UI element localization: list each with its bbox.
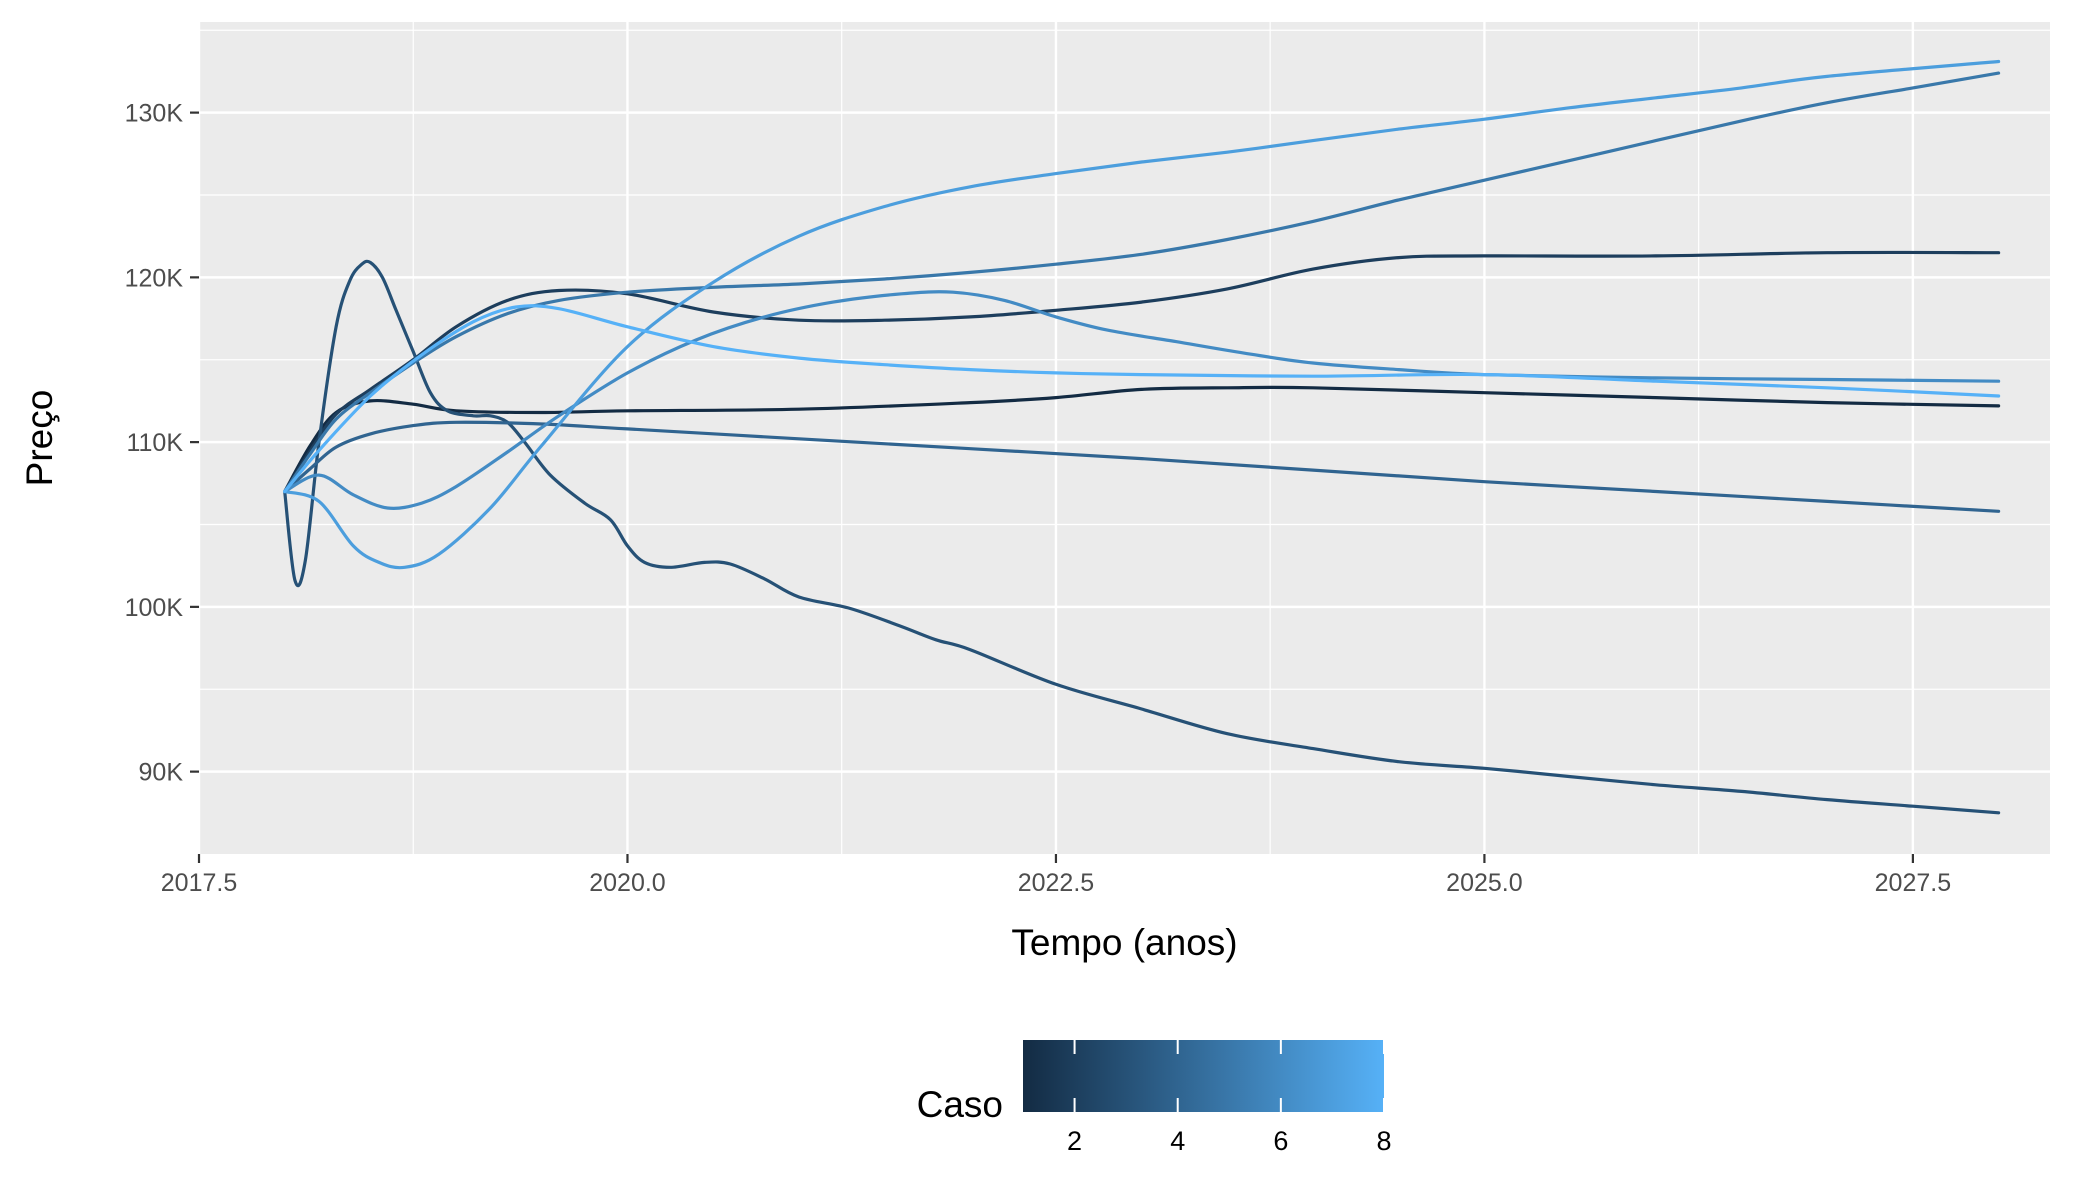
- y-tick-label: 120K: [125, 264, 184, 292]
- series-line-caso-1: [283, 385, 2001, 494]
- y-axis-title: Preço: [19, 390, 60, 487]
- x-tick-label: 2020.0: [589, 869, 665, 897]
- colorbar-label: 4: [1170, 1126, 1185, 1156]
- x-tick-label: 2017.5: [161, 869, 237, 897]
- y-tick-label: 90K: [139, 759, 184, 787]
- major-gridlines: [197, 22, 2050, 854]
- series-lines: [283, 59, 2001, 815]
- colorbar-label: 6: [1273, 1126, 1288, 1156]
- colorbar-ticks: 2 4 6 8: [1067, 1040, 1392, 1156]
- series-line-caso-7: [283, 59, 2001, 570]
- y-tick-label: 100K: [125, 594, 184, 622]
- x-axis: 2017.5 2020.0 2022.5 2025.0 2027.5: [161, 854, 1951, 897]
- colorbar-label: 2: [1067, 1126, 1082, 1156]
- colorbar-label: 8: [1376, 1126, 1391, 1156]
- y-axis: 90K 100K 110K 120K 130K: [125, 100, 199, 787]
- series-line-caso-4: [283, 420, 2001, 513]
- x-tick-label: 2027.5: [1875, 869, 1951, 897]
- y-tick-label: 130K: [125, 100, 184, 128]
- series-line-caso-3: [283, 259, 2001, 815]
- legend-title: Caso: [917, 1084, 1003, 1125]
- colorbar: [1023, 1040, 1384, 1112]
- colorbar-legend: Caso 2 4 6 8: [917, 1040, 1392, 1156]
- minor-gridlines: [199, 22, 2050, 854]
- y-tick-label: 110K: [126, 429, 183, 457]
- series-line-caso-8: [283, 304, 2001, 494]
- x-axis-title: Tempo (anos): [1011, 922, 1237, 963]
- series-line-caso-5: [283, 71, 2001, 494]
- x-tick-label: 2025.0: [1446, 869, 1522, 897]
- x-tick-label: 2022.5: [1018, 869, 1094, 897]
- panel-background: [199, 22, 2050, 854]
